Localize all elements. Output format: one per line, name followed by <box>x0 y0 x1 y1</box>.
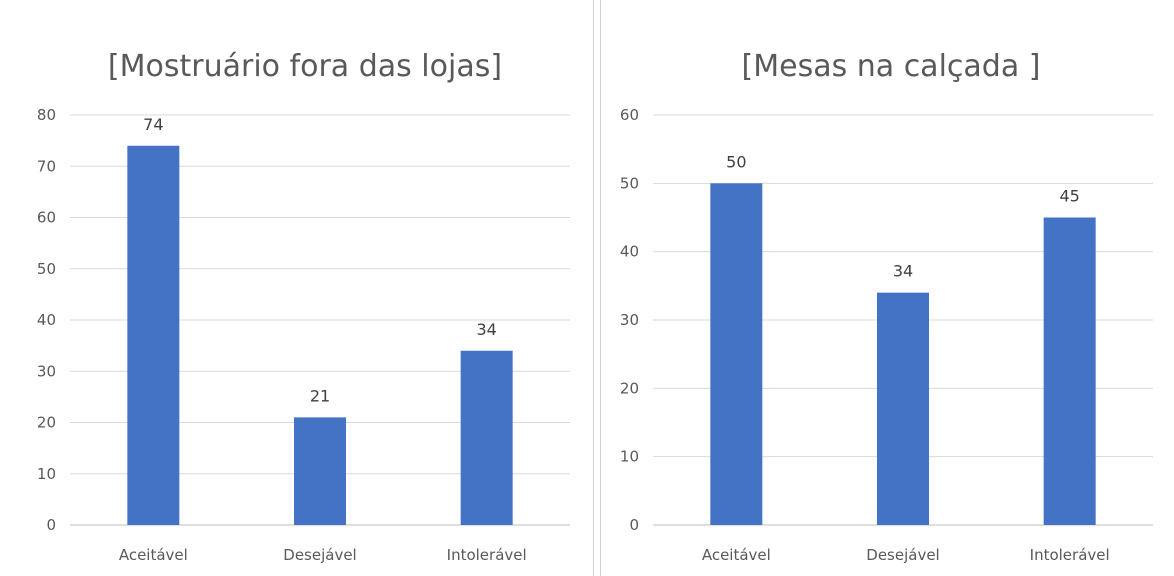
bar-intolerável <box>460 350 513 525</box>
y-tick-label: 0 <box>629 516 639 534</box>
chart-title: [Mesas na calçada ] <box>742 49 1041 84</box>
data-label: 21 <box>310 386 330 405</box>
x-category-label: Aceitável <box>702 546 771 564</box>
y-tick-label: 20 <box>37 414 56 432</box>
y-tick-label: 60 <box>37 209 56 227</box>
data-label: 34 <box>476 320 496 339</box>
y-tick-label: 10 <box>37 465 56 483</box>
data-label: 50 <box>726 152 746 171</box>
data-label: 45 <box>1059 187 1079 206</box>
y-tick-label: 30 <box>37 362 56 380</box>
chart-mostruario: [Mostruário fora das lojas] 0 10 20 30 40 50 6… <box>37 49 570 564</box>
y-tick-label: 50 <box>620 174 639 192</box>
y-tick-label: 30 <box>620 311 639 329</box>
y-tick-label: 40 <box>620 243 639 261</box>
y-tick-label: 70 <box>37 157 56 175</box>
data-label: 34 <box>893 262 913 281</box>
x-category-label: Aceitável <box>119 546 188 564</box>
bar-aceitável <box>127 145 180 525</box>
x-category-label: Intolerável <box>1030 546 1110 564</box>
x-category-label: Desejável <box>866 546 939 564</box>
y-tick-label: 20 <box>620 379 639 397</box>
panel-divider <box>594 0 600 576</box>
y-tick-label: 60 <box>620 106 639 124</box>
chart-title: [Mostruário fora das lojas] <box>108 49 502 84</box>
bar-intolerável <box>1043 217 1096 525</box>
chart-panel-mostruario: [Mostruário fora das lojas] 0 10 20 30 40 50 6… <box>36 0 594 576</box>
x-category-label: Desejável <box>283 546 356 564</box>
y-tick-label: 80 <box>37 106 56 124</box>
x-category-label: Intolerável <box>447 546 527 564</box>
chart-panel-mesas: [Mesas na calçada ] 0 10 20 30 40 50 60 50 Aceit… <box>600 0 1174 576</box>
bar-desejável <box>877 292 929 525</box>
y-tick-label: 10 <box>620 448 639 466</box>
y-tick-label: 40 <box>37 311 56 329</box>
y-tick-label: 0 <box>46 516 56 534</box>
y-tick-label: 50 <box>37 260 56 278</box>
bar-aceitável <box>710 183 763 526</box>
chart-mesas: [Mesas na calçada ] 0 10 20 30 40 50 60 50 Aceit… <box>620 49 1153 564</box>
bar-desejável <box>294 417 346 525</box>
data-label: 74 <box>143 115 163 134</box>
